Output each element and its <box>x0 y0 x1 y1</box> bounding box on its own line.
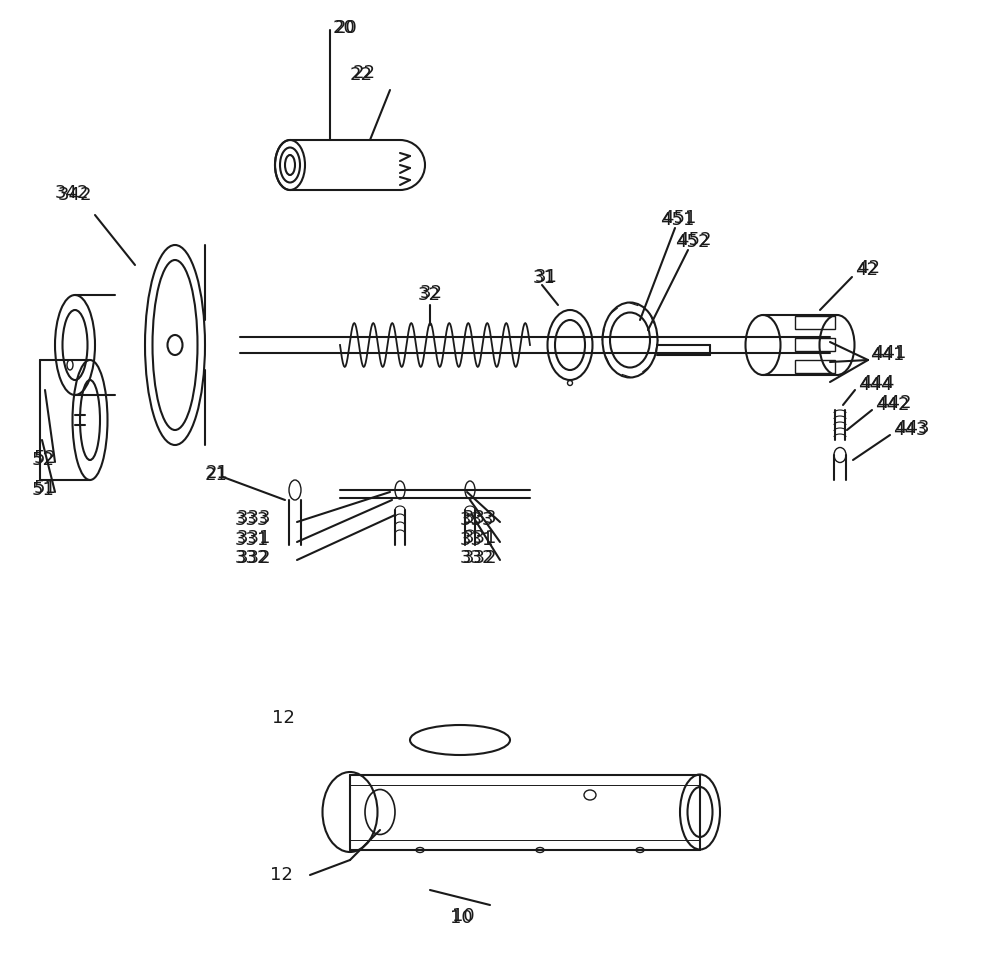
Bar <box>795 360 835 373</box>
Text: 31: 31 <box>535 268 558 286</box>
Text: 333: 333 <box>460 511 494 529</box>
Text: 333: 333 <box>237 509 272 527</box>
Text: 22: 22 <box>350 66 373 84</box>
Text: 52: 52 <box>32 451 55 469</box>
Text: 451: 451 <box>662 209 696 227</box>
Text: 444: 444 <box>860 374 895 392</box>
Text: 333: 333 <box>463 509 498 527</box>
Text: 31: 31 <box>533 269 556 287</box>
Text: 332: 332 <box>460 549 494 567</box>
Text: 332: 332 <box>463 549 498 567</box>
Bar <box>795 316 835 329</box>
Text: 42: 42 <box>857 259 880 277</box>
Text: 452: 452 <box>677 231 712 249</box>
Text: 10: 10 <box>452 907 475 925</box>
Text: 332: 332 <box>237 549 272 567</box>
Text: 51: 51 <box>34 479 57 497</box>
Text: 443: 443 <box>893 421 928 439</box>
Text: 442: 442 <box>875 396 910 414</box>
Bar <box>795 338 835 351</box>
Text: 333: 333 <box>235 511 270 529</box>
Text: 441: 441 <box>872 344 906 362</box>
Text: 12: 12 <box>272 709 295 727</box>
Text: 331: 331 <box>235 531 269 549</box>
Text: 331: 331 <box>460 531 494 549</box>
Text: 342: 342 <box>58 186 92 204</box>
Text: 22: 22 <box>353 64 376 82</box>
Text: 332: 332 <box>235 549 270 567</box>
Text: 21: 21 <box>205 466 228 484</box>
Text: 20: 20 <box>335 19 358 37</box>
Text: 51: 51 <box>32 481 55 499</box>
Text: 331: 331 <box>463 529 497 547</box>
Text: 52: 52 <box>34 449 57 467</box>
Text: 441: 441 <box>870 346 904 364</box>
Text: 42: 42 <box>855 261 878 279</box>
Text: 451: 451 <box>660 211 694 229</box>
Text: 452: 452 <box>675 233 710 251</box>
Text: 32: 32 <box>418 286 441 304</box>
Text: 442: 442 <box>877 394 912 412</box>
Text: 21: 21 <box>206 464 229 482</box>
Text: 32: 32 <box>420 284 443 302</box>
Text: 444: 444 <box>858 376 893 394</box>
Text: 342: 342 <box>55 184 90 202</box>
Text: 443: 443 <box>895 419 930 437</box>
Text: 20: 20 <box>333 19 356 37</box>
Text: 10: 10 <box>450 909 473 927</box>
Text: 12: 12 <box>270 866 293 884</box>
Text: 331: 331 <box>237 529 271 547</box>
